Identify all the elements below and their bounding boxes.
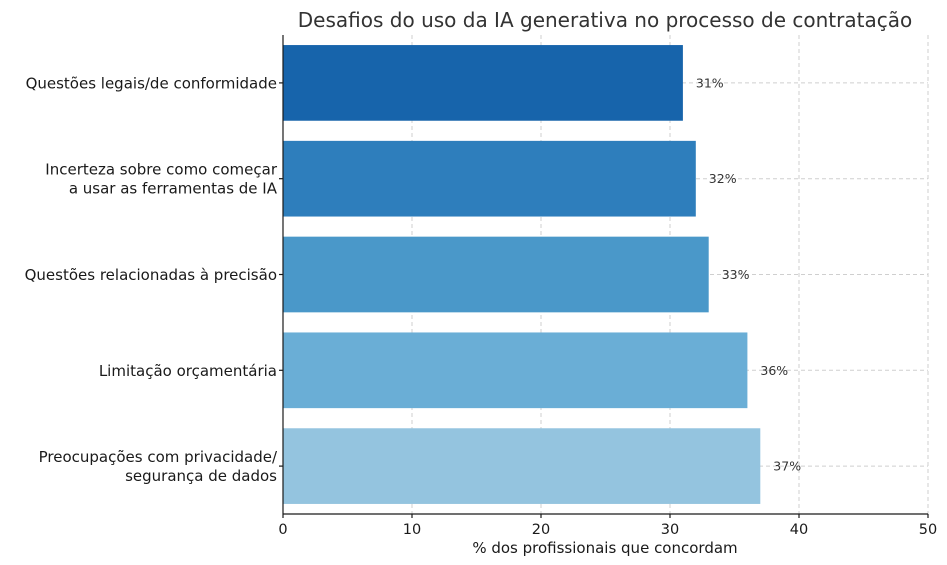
x-tick-label: 10: [403, 522, 421, 538]
bar: [283, 428, 761, 504]
category-labels: Questões legais/de conformidade Incerteza…: [25, 74, 278, 485]
bar: [283, 140, 696, 217]
x-tick-label: 0: [278, 522, 287, 538]
category-label-line: a usar as ferramentas de IA: [69, 180, 278, 198]
axes: [279, 35, 928, 515]
category-label: Questões relacionadas à precisão: [25, 266, 277, 284]
category-label-line: Questões legais/de conformidade: [26, 74, 277, 92]
bar-value-label: 37%: [773, 459, 801, 474]
category-label-line: Questões relacionadas à precisão: [25, 266, 277, 284]
bar: [283, 332, 748, 409]
x-tick-label: 40: [790, 522, 808, 538]
category-label: Incerteza sobre como começar a usar as fe…: [45, 161, 278, 198]
x-ticks: 0 10 20 30 40 50: [278, 514, 937, 538]
category-label-line: Limitação orçamentária: [99, 362, 277, 380]
x-tick-label: 50: [919, 522, 937, 538]
x-tick-label: 20: [532, 522, 550, 538]
bar-value-label: 33%: [722, 267, 750, 282]
category-label: Questões legais/de conformidade: [26, 74, 277, 92]
x-axis-label: % dos profissionais que concordam: [472, 539, 737, 557]
category-label: Limitação orçamentária: [99, 362, 277, 380]
bar: [283, 236, 709, 313]
category-label-line: segurança de dados: [125, 467, 277, 485]
category-label: Preocupações com privacidade/segurança d…: [39, 448, 278, 485]
bar: [283, 45, 683, 121]
chart-title: Desafios do uso da IA generativa no proc…: [298, 8, 912, 32]
category-label-line: Preocupações com privacidade/: [39, 448, 278, 466]
bar-value-label: 32%: [709, 171, 737, 186]
category-label-line: Incerteza sobre como começar: [45, 161, 278, 179]
bar-value-label: 31%: [696, 75, 724, 90]
x-tick-label: 30: [661, 522, 679, 538]
bars: 31% 32% 33% 36% 37%: [283, 45, 801, 504]
bar-value-label: 36%: [760, 363, 788, 378]
